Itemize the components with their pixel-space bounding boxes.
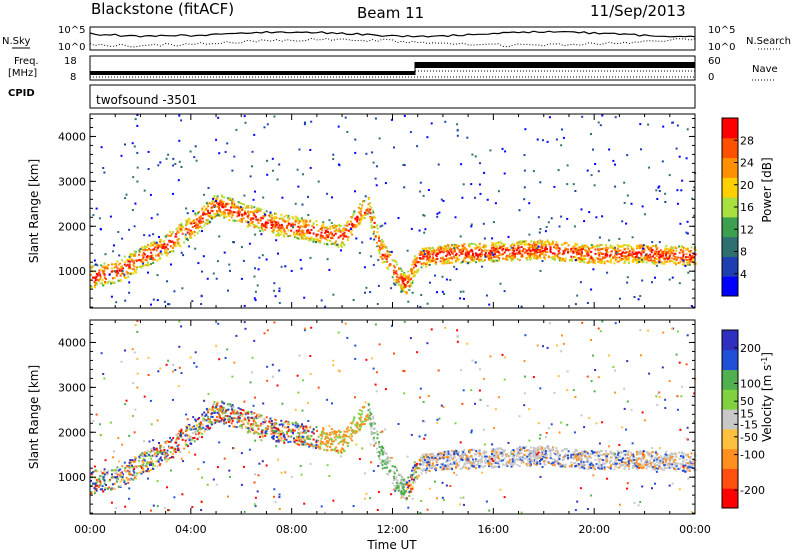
power-colorbar-tick: 8	[740, 246, 747, 259]
cpid-panel: CPID twofsound -3501	[8, 84, 696, 109]
cpid-program: twofsound -3501	[96, 93, 197, 107]
velocity-colorbar-swatch	[722, 369, 738, 390]
power-ytick-label: 4000	[58, 130, 86, 143]
velocity-colorbar-swatch	[722, 488, 738, 509]
velocity-colorbar-tick: 50	[740, 395, 754, 408]
velocity-xlabel: Time UT	[366, 538, 417, 552]
power-ylabel: Slant Range [km]	[27, 159, 41, 263]
velocity-colorbar-swatch	[722, 428, 738, 450]
noise-right-tick-low: 10^0	[708, 42, 735, 53]
velocity-xtick-label: 00:00	[679, 523, 711, 536]
power-colorbar-tick: 20	[740, 179, 754, 192]
nave-label: Nave	[752, 64, 778, 75]
noise-right-tick-high: 10^5	[708, 25, 735, 36]
velocity-ytick-label: 4000	[58, 336, 86, 349]
freq-trace-high	[415, 62, 695, 68]
power-panel: 1000 2000 3000 4000 Slant Range [km] 4 8 12 16…	[27, 113, 774, 309]
power-colorbar-tick: 12	[740, 223, 754, 236]
freq-label: Freq.	[14, 56, 39, 67]
velocity-xtick-label: 08:00	[276, 523, 308, 536]
power-colorbar-swatch	[722, 197, 738, 218]
velocity-data	[90, 320, 697, 514]
beam-label: Beam 11	[357, 4, 424, 22]
power-colorbar-swatch	[722, 216, 738, 238]
noise-left-tick-low: 10^0	[58, 42, 85, 53]
power-data	[90, 114, 697, 308]
velocity-colorbar-tick: -200	[740, 484, 765, 497]
power-ytick-label: 1000	[58, 265, 86, 278]
power-colorbar-swatch	[722, 236, 738, 257]
velocity-xtick-label: 12:00	[377, 523, 409, 536]
noise-panel: N.Sky 10^5 10^0 10^5 10^0 N.Search	[2, 25, 791, 53]
freq-trace-low	[90, 71, 415, 75]
noise-search-line	[89, 37, 696, 48]
velocity-colorbar-swatch	[722, 468, 738, 489]
power-colorbar-tick: 16	[740, 201, 754, 214]
power-colorbar-swatch	[722, 177, 738, 198]
freq-unit-label: [MHz]	[8, 68, 37, 79]
power-colorbar-swatch	[722, 256, 738, 277]
velocity-colorbar-swatch	[722, 448, 738, 469]
power-colorbar-label: Power [dB]	[760, 157, 774, 222]
power-colorbar-tick: 28	[740, 134, 754, 147]
velocity-ytick-label: 3000	[58, 381, 86, 394]
velocity-colorbar-tick: 200	[740, 342, 761, 355]
date-label: 11/Sep/2013	[590, 2, 686, 20]
nave-tick-high: 60	[708, 56, 721, 67]
nave-tick-low: 0	[708, 72, 714, 83]
velocity-colorbar-tick: -15	[740, 418, 758, 431]
velocity-xtick-label: 00:00	[74, 523, 106, 536]
power-colorbar-tick: 24	[740, 157, 754, 170]
velocity-ytick-label: 2000	[58, 426, 86, 439]
velocity-colorbar-swatch	[722, 409, 738, 430]
power-ytick-label: 2000	[58, 220, 86, 233]
velocity-ylabel: Slant Range [km]	[27, 365, 41, 469]
noise-left-tick-high: 10^5	[58, 25, 85, 36]
velocity-xtick-label: 04:00	[175, 523, 207, 536]
frequency-panel: Freq. [MHz] 18 8 60 0 Nave	[8, 55, 778, 83]
noise-search-label: N.Search	[746, 36, 791, 47]
power-colorbar-swatch	[722, 276, 738, 297]
cpid-label: CPID	[8, 88, 35, 99]
velocity-xtick-label: 16:00	[477, 523, 509, 536]
velocity-xtick-label: 20:00	[578, 523, 610, 536]
power-colorbar-swatch	[722, 118, 738, 139]
velocity-panel: 1000 2000 3000 4000 00:00 04:00 08:00 12:00 16:…	[27, 114, 774, 552]
noise-sky-line	[89, 30, 696, 38]
velocity-colorbar-tick: 15	[740, 408, 754, 421]
velocity-colorbar-tick: 100	[740, 377, 761, 390]
velocity-ytick-label: 1000	[58, 471, 86, 484]
velocity-colorbar-swatch	[722, 349, 738, 371]
power-colorbar: 4 8 12 16 20 24 28	[721, 117, 754, 297]
freq-tick-high: 18	[64, 56, 77, 67]
power-colorbar-swatch	[722, 157, 738, 178]
velocity-colorbar-tick: -100	[740, 449, 765, 462]
power-colorbar-swatch	[722, 137, 738, 159]
power-colorbar-tick: 4	[740, 268, 747, 281]
power-ytick-label: 3000	[58, 175, 86, 188]
plot-title: Blackstone (fitACF)	[91, 0, 234, 18]
freq-tick-low: 8	[70, 72, 76, 83]
noise-sky-label: N.Sky	[2, 36, 30, 47]
velocity-colorbar-tick: -50	[740, 431, 758, 444]
velocity-colorbar-label: Velocity [m s-1]	[760, 352, 774, 442]
velocity-colorbar-swatch	[722, 330, 738, 351]
velocity-colorbar-swatch	[722, 389, 738, 410]
